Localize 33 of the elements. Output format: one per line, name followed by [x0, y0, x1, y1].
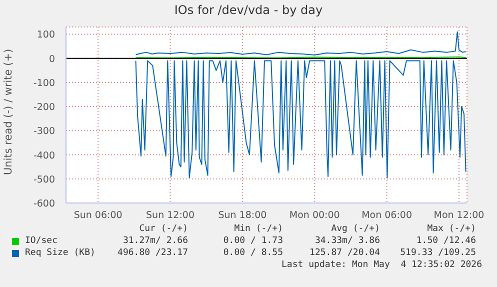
- x-tick-label: Mon 12:00: [434, 210, 484, 221]
- y-tick-label: -600: [33, 198, 55, 210]
- y-tick-label: -500: [33, 174, 55, 186]
- y-axis-title: Units read (-) / write (+): [2, 48, 15, 175]
- x-tick-label: Sun 06:00: [74, 210, 122, 221]
- text: Last update: Mon May 4 12:35:02 2026: [282, 260, 482, 270]
- y-tick-label: -300: [33, 126, 55, 138]
- chart-title: IOs for /dev/vda - by day: [173, 2, 324, 19]
- x-tick-label: Sun 18:00: [218, 210, 267, 221]
- y-tick-label: -400: [33, 150, 55, 162]
- legend-label: Req Size (KB): [25, 248, 96, 258]
- text: 125.87 /20.04: [308, 248, 380, 258]
- y-tick-label: -200: [33, 102, 55, 114]
- text: Max (-/+): [426, 224, 476, 234]
- text: 0.00 / 8.55: [222, 248, 283, 258]
- text: 34.33m/ 3.86: [314, 236, 380, 246]
- y-tick-label: 0: [48, 54, 55, 65]
- y-tick-label: 100: [36, 30, 55, 41]
- line-series: [135, 60, 466, 178]
- text: Cur (-/+): [138, 224, 188, 234]
- text: 31.27m/ 2.66: [122, 236, 188, 246]
- y-tick-label: -100: [33, 78, 55, 89]
- x-tick-label: Mon 06:00: [362, 210, 412, 221]
- text: 496.80 /23.17: [116, 248, 188, 258]
- text: 519.33 /109.25: [399, 248, 476, 258]
- text: Avg (-/+): [330, 224, 380, 234]
- x-tick-label: Sun 12:00: [146, 210, 194, 221]
- line-series: [135, 31, 466, 56]
- text: 1.50 /12.46: [415, 236, 476, 246]
- text: Min (-/+): [233, 224, 283, 234]
- x-tick-label: Mon 00:00: [289, 210, 340, 221]
- text: 0.00 / 1.73: [222, 236, 283, 246]
- legend-label: IO/sec: [25, 236, 58, 246]
